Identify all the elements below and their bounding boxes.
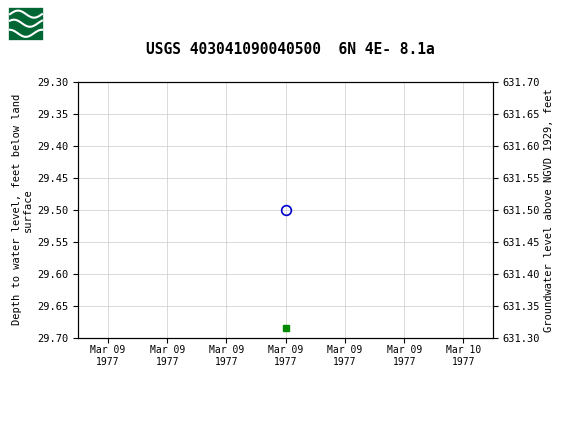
Y-axis label: Depth to water level, feet below land
surface: Depth to water level, feet below land su… [12, 94, 33, 325]
Y-axis label: Groundwater level above NGVD 1929, feet: Groundwater level above NGVD 1929, feet [545, 88, 554, 332]
Legend: Period of approved data: Period of approved data [193, 427, 378, 430]
Text: USGS: USGS [49, 13, 117, 33]
Text: USGS 403041090040500  6N 4E- 8.1a: USGS 403041090040500 6N 4E- 8.1a [146, 42, 434, 57]
Bar [8, 7, 44, 41]
